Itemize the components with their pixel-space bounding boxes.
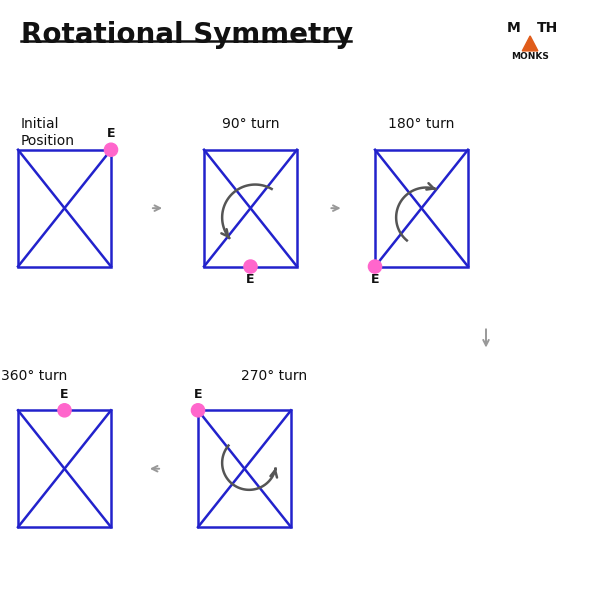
Circle shape	[58, 404, 71, 417]
Text: M: M	[507, 21, 521, 35]
Text: Initial
Position: Initial Position	[21, 117, 75, 148]
Text: 360° turn: 360° turn	[1, 370, 68, 383]
Text: 270° turn: 270° turn	[241, 370, 308, 383]
Circle shape	[104, 143, 118, 156]
Text: MONKS: MONKS	[511, 52, 549, 61]
Text: 90° turn: 90° turn	[222, 117, 279, 131]
Text: E: E	[371, 273, 379, 286]
Text: Rotational Symmetry: Rotational Symmetry	[21, 21, 353, 49]
Text: E: E	[60, 388, 69, 401]
Text: TH: TH	[537, 21, 558, 35]
Circle shape	[368, 260, 382, 273]
Text: 180° turn: 180° turn	[388, 117, 455, 131]
Polygon shape	[522, 36, 538, 51]
Text: E: E	[194, 388, 202, 401]
Text: E: E	[107, 127, 115, 140]
Circle shape	[244, 260, 257, 273]
Circle shape	[191, 404, 205, 417]
Text: E: E	[246, 273, 255, 286]
